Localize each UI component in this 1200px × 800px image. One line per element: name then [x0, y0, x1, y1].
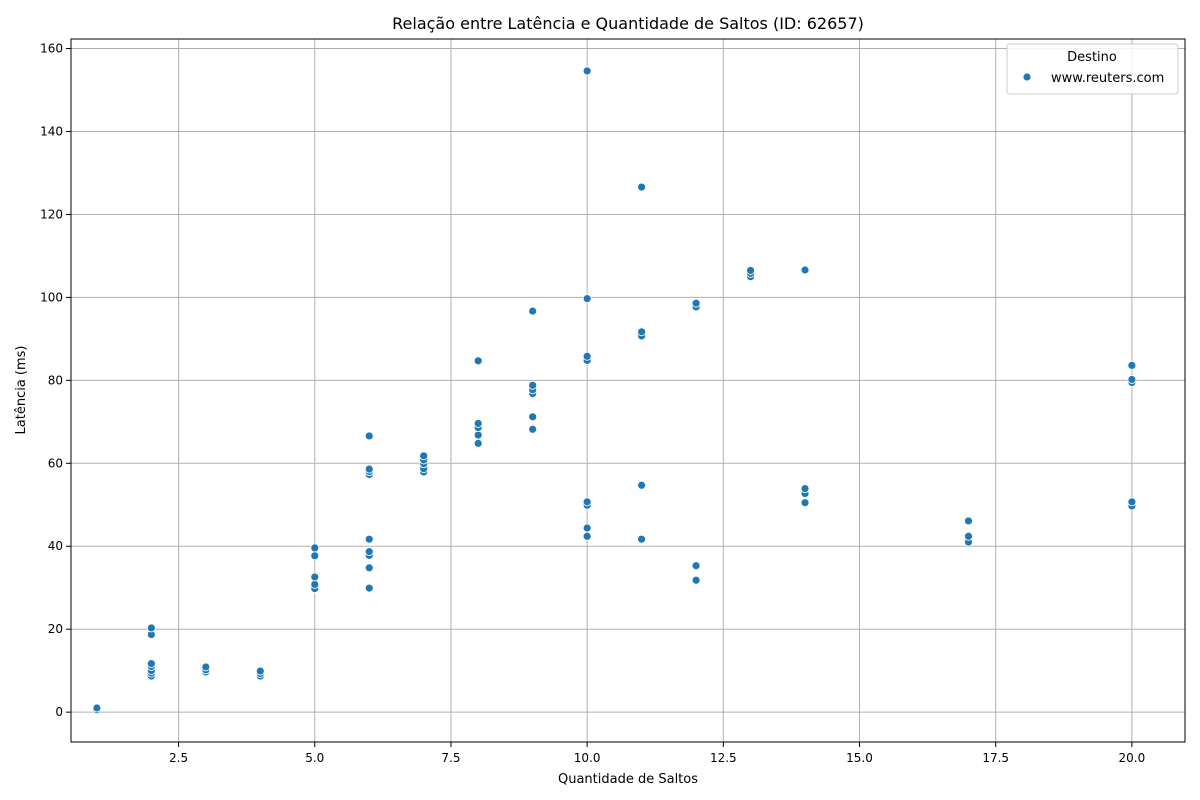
x-tick-label: 17.5: [982, 751, 1009, 765]
data-point: [528, 424, 538, 434]
data-point: [582, 351, 592, 361]
data-point: [637, 480, 647, 490]
chart-title: Relação entre Latência e Quantidade de S…: [392, 14, 864, 33]
data-point: [582, 294, 592, 304]
data-point: [582, 531, 592, 541]
y-tick-label: 120: [40, 207, 63, 221]
y-tick-label: 20: [48, 622, 63, 636]
data-point: [691, 561, 701, 571]
axis-ticks: 2.5 5.0 7.5 10.0 12.5 15.0 17.5 20.0 0 20 40 60 80 10…: [40, 42, 1145, 765]
data-point: [364, 547, 374, 557]
data-point: [1127, 361, 1137, 370]
data-point: [310, 543, 320, 553]
plot-frame: [70, 38, 1186, 743]
y-tick-label: 160: [40, 42, 63, 56]
legend-entry-label: www.reuters.com: [1051, 71, 1164, 86]
data-point: [310, 572, 320, 582]
data-point: [473, 356, 483, 366]
legend-box: [1006, 43, 1179, 95]
y-tick-label: 60: [48, 456, 63, 470]
y-tick-label: 80: [48, 373, 63, 387]
legend-marker: [1022, 72, 1032, 82]
data-point: [637, 182, 647, 192]
x-tick-label: 15.0: [846, 751, 873, 765]
data-point: [201, 662, 211, 672]
data-point: [582, 497, 592, 507]
data-point: [528, 412, 538, 422]
y-tick-label: 140: [40, 124, 63, 138]
data-point: [964, 531, 973, 541]
data-point: [364, 563, 374, 573]
legend: Destino www.reuters.com: [1006, 43, 1179, 95]
y-tick-label: 40: [48, 539, 63, 553]
data-point: [582, 523, 592, 533]
data-point: [310, 551, 320, 561]
y-axis-label: Latência (ms): [14, 346, 29, 435]
data-point: [746, 266, 755, 275]
data-point: [364, 534, 374, 544]
data-point: [92, 703, 102, 713]
x-tick-label: 5.0: [305, 751, 324, 765]
data-point: [691, 298, 701, 308]
data-point: [473, 419, 483, 428]
x-tick-label: 2.5: [169, 751, 188, 765]
data-point: [473, 430, 483, 440]
data-point: [310, 579, 320, 589]
data-point: [582, 66, 592, 76]
data-point: [964, 516, 973, 526]
data-point: [1127, 497, 1137, 507]
data-point: [800, 265, 810, 275]
data-point: [255, 666, 265, 676]
x-tick-label: 10.0: [574, 751, 601, 765]
data-point: [364, 431, 374, 441]
grid-lines: [71, 39, 1185, 742]
data-point: [1127, 375, 1137, 384]
data-point: [528, 380, 538, 390]
data-point: [637, 327, 647, 337]
data-point: [473, 438, 483, 448]
data-point: [146, 623, 156, 633]
x-tick-label: 20.0: [1119, 751, 1146, 765]
data-point: [637, 534, 647, 544]
x-axis-label: Quantidade de Saltos: [558, 772, 698, 787]
data-point: [800, 484, 810, 493]
data-point: [364, 583, 374, 593]
x-tick-label: 7.5: [441, 751, 460, 765]
y-tick-label: 0: [55, 705, 63, 719]
y-tick-label: 100: [40, 290, 63, 304]
data-point: [364, 464, 374, 474]
legend-title: Destino: [1067, 50, 1117, 65]
data-point: [528, 306, 538, 316]
x-tick-label: 12.5: [710, 751, 737, 765]
data-point: [419, 451, 429, 461]
data-point: [691, 575, 701, 585]
data-point: [146, 659, 156, 669]
data-points: [92, 66, 1137, 715]
data-point: [800, 498, 810, 508]
